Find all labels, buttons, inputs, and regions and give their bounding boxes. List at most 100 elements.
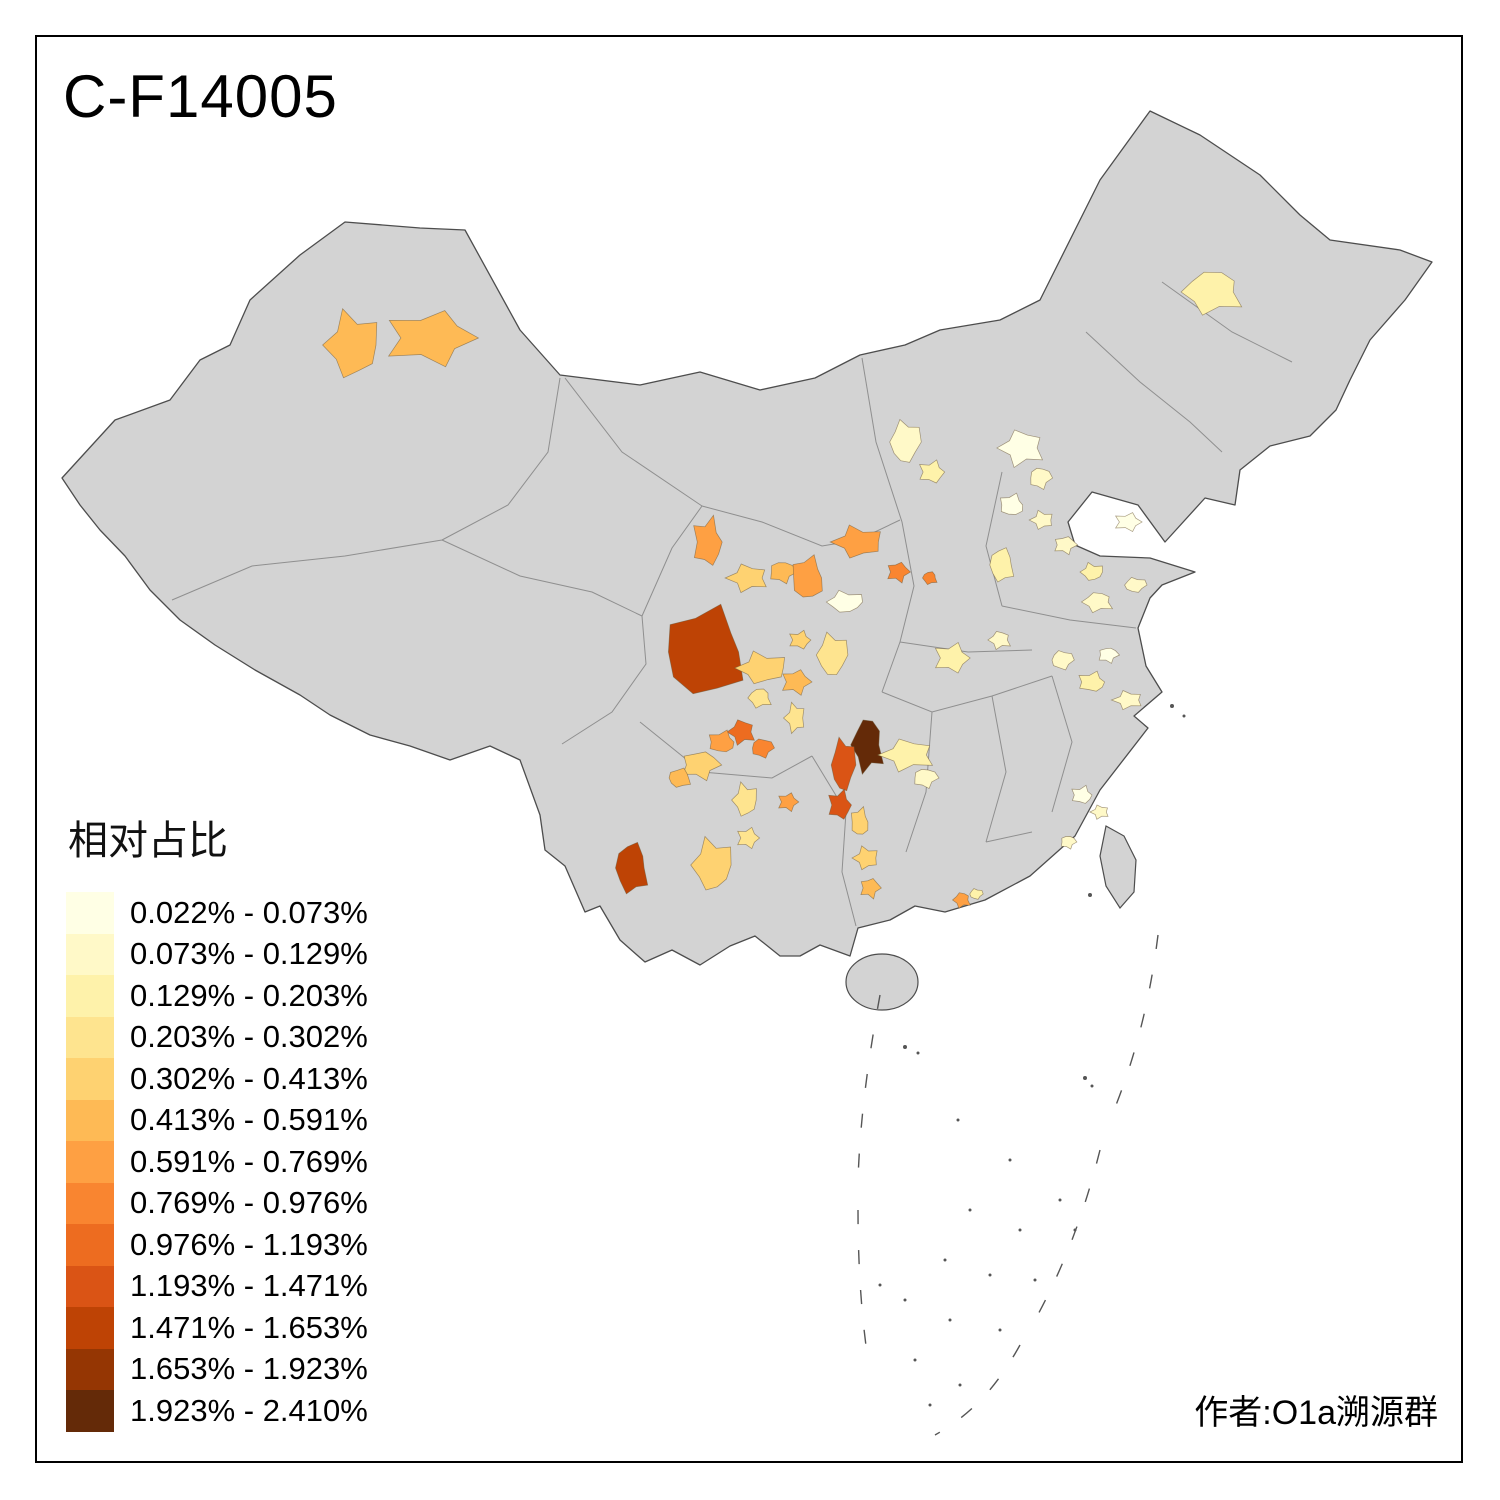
legend-label: 0.073% - 0.129% (130, 936, 368, 972)
map-region (951, 892, 971, 909)
legend-swatch (66, 892, 114, 934)
map-region (1071, 784, 1093, 804)
map-region (1124, 576, 1148, 593)
map-region (1110, 690, 1142, 711)
hainan-island (845, 953, 919, 1011)
legend-row: 0.022% - 0.073% (66, 892, 368, 934)
map-region (987, 631, 1011, 651)
taiwan-island (1099, 825, 1137, 909)
legend-row: 1.923% - 2.410% (66, 1390, 368, 1432)
map-region (876, 738, 934, 773)
map-region (969, 888, 984, 900)
map-region (731, 781, 757, 817)
map-region (996, 429, 1044, 469)
province-borders (171, 281, 1293, 927)
map-region (668, 767, 691, 788)
legend-label: 0.022% - 0.073% (130, 894, 368, 930)
legend-swatch (66, 1141, 114, 1183)
legend-swatch (66, 1182, 114, 1224)
legend-swatch (66, 975, 114, 1017)
map-region (747, 688, 772, 709)
legend-title: 相对占比 (68, 819, 228, 863)
legend-swatch (66, 1307, 114, 1349)
map-region (1098, 647, 1121, 664)
legend-label: 1.653% - 1.923% (130, 1351, 368, 1387)
legend-row: 0.413% - 0.591% (66, 1099, 368, 1141)
map-region (733, 650, 785, 685)
plot-border (35, 35, 1463, 1463)
legend-row: 1.193% - 1.471% (66, 1265, 368, 1307)
map-region (887, 561, 912, 584)
map-region (828, 788, 852, 820)
legend-swatch (66, 1265, 114, 1307)
legend-rows: 0.022% - 0.073% 0.073% - 0.129% 0.129% - 0… (66, 892, 368, 1432)
legend-label: 1.471% - 1.653% (130, 1309, 368, 1345)
map-region (782, 701, 805, 735)
legend-row: 0.073% - 0.129% (66, 933, 368, 975)
map-region (668, 603, 744, 695)
legend-swatch (66, 1099, 114, 1141)
map-region (1051, 650, 1075, 671)
map-region (724, 563, 767, 594)
legend-label: 0.976% - 1.193% (130, 1226, 368, 1262)
map-region (1114, 512, 1143, 532)
legend-swatch (66, 1390, 114, 1432)
map-region (1000, 492, 1024, 515)
map-region (387, 310, 480, 368)
map-region (851, 845, 878, 871)
legend-swatch (66, 1348, 114, 1390)
map-region (1030, 467, 1054, 491)
map-region (914, 769, 940, 789)
map-region (770, 562, 798, 585)
map-region (752, 738, 775, 759)
map-region (778, 792, 800, 813)
map-region (322, 307, 378, 379)
map-region (830, 736, 857, 792)
legend-row: 1.471% - 1.653% (66, 1307, 368, 1349)
map-region (782, 669, 813, 696)
legend-row: 1.653% - 1.923% (66, 1348, 368, 1390)
legend-swatch (66, 1224, 114, 1266)
legend-label: 1.923% - 2.410% (130, 1392, 368, 1428)
legend: 相对占比 0.022% - 0.073% 0.073% - 0.129% 0.129… (66, 808, 368, 1432)
map-region (825, 589, 863, 613)
choropleth-regions (322, 271, 1243, 909)
attribution: 作者:O1a溯源群 (1194, 1394, 1438, 1432)
legend-label: 0.129% - 0.203% (130, 977, 368, 1013)
legend-swatch (66, 1016, 114, 1058)
map-region (1054, 536, 1079, 556)
legend-swatch (66, 1058, 114, 1100)
legend-row: 0.769% - 0.976% (66, 1182, 368, 1224)
map-region (1180, 271, 1243, 316)
legend-row: 0.129% - 0.203% (66, 975, 368, 1017)
map-region (922, 571, 938, 586)
map-region (789, 629, 812, 650)
map-region (989, 547, 1015, 583)
map-region (1080, 592, 1114, 614)
legend-label: 0.413% - 0.591% (130, 1102, 368, 1138)
map-region (682, 751, 723, 782)
map-region (860, 878, 882, 900)
map-region (829, 524, 881, 559)
page-title: C-F14005 (63, 63, 338, 130)
map-region (1060, 836, 1078, 850)
map-region (934, 641, 971, 674)
map-region (1079, 561, 1103, 581)
legend-row: 0.302% - 0.413% (66, 1058, 368, 1100)
map-region (919, 459, 946, 484)
legend-row: 0.976% - 1.193% (66, 1224, 368, 1266)
map-region (737, 826, 761, 850)
map-region (850, 719, 884, 775)
map-region (889, 418, 922, 463)
map-region (851, 805, 869, 835)
map-region (1028, 509, 1053, 530)
legend-row: 0.203% - 0.302% (66, 1016, 368, 1058)
legend-label: 0.302% - 0.413% (130, 1060, 368, 1096)
legend-swatch (66, 933, 114, 975)
map-region (1078, 670, 1106, 692)
legend-row: 0.591% - 0.769% (66, 1141, 368, 1183)
legend-label: 0.769% - 0.976% (130, 1185, 368, 1221)
legend-label: 0.591% - 0.769% (130, 1143, 368, 1179)
